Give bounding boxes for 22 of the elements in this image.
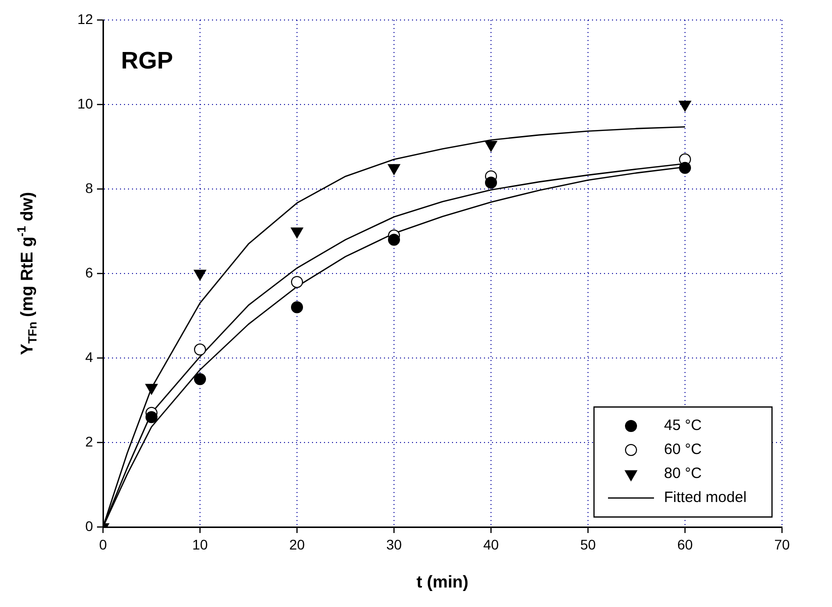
- y-tick-label: 6: [85, 264, 94, 280]
- x-tick-label: 10: [192, 536, 208, 552]
- y-tick-label: 12: [77, 10, 94, 27]
- legend-label: 60 °C: [664, 441, 702, 458]
- legend-label: 80 °C: [664, 465, 702, 482]
- y-tick-label: 10: [77, 95, 94, 112]
- x-tick-label: 50: [580, 536, 596, 552]
- annotation: RGP: [121, 48, 174, 75]
- x-axis-title: t (min): [416, 572, 468, 592]
- y-tick-label: 4: [85, 348, 94, 365]
- legend-label: 45 °C: [664, 417, 702, 434]
- x-tick-label: 20: [289, 536, 305, 552]
- x-tick-label: 60: [677, 536, 693, 552]
- x-tick-label: 70: [774, 536, 790, 552]
- y-tick-label: 2: [85, 433, 94, 450]
- y-tick-label: 8: [85, 180, 94, 196]
- x-tick-label: 0: [99, 536, 108, 552]
- legend-label: Fitted model: [664, 489, 747, 506]
- y-axis-title: YTFn (mg RtE g-1 dw): [14, 192, 40, 355]
- x-tick-label: 40: [483, 536, 499, 552]
- x-tick-label: 30: [386, 536, 402, 552]
- y-tick-label: 0: [85, 518, 94, 534]
